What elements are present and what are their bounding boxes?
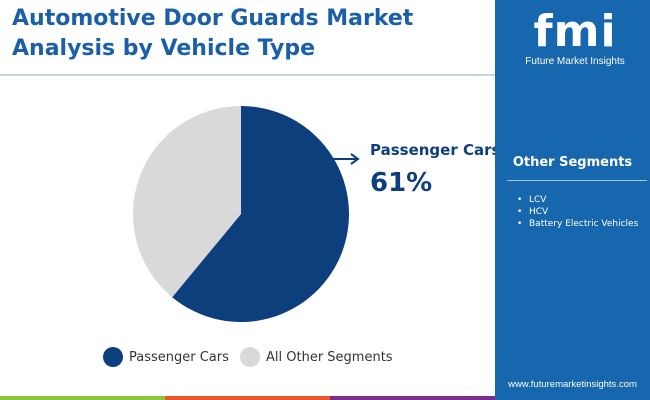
fmi-logo: fmi Future Market Insights [515, 6, 635, 68]
list-item: Battery Electric Vehicles [517, 218, 642, 230]
callout-value: 61% [370, 168, 433, 198]
color-bar-green [0, 396, 165, 400]
legend-item-passenger: Passenger Cars [103, 347, 229, 367]
color-bar-purple [330, 396, 495, 400]
legend-swatch [103, 347, 123, 367]
segment-list: LCV HCV Battery Electric Vehicles [517, 194, 642, 230]
color-bar-orange [165, 396, 330, 400]
page-title: Automotive Door Guards Market Analysis b… [12, 6, 414, 61]
list-item: HCV [517, 206, 642, 218]
other-segments-title: Other Segments [512, 155, 633, 170]
legend-label: Passenger Cars [129, 349, 229, 365]
legend-label: All Other Segments [266, 349, 393, 365]
legend-item-other: All Other Segments [240, 347, 393, 367]
logo-mark: fmi [533, 6, 617, 57]
sidebar: fmi Future Market Insights Other Segment… [495, 0, 650, 400]
logo-text: Future Market Insights [525, 56, 625, 67]
callout-arrow-icon [333, 153, 360, 165]
pie-chart [133, 106, 360, 322]
divider [0, 74, 495, 76]
legend-swatch [240, 347, 260, 367]
website-link[interactable]: www.futuremarketinsights.com [508, 379, 637, 390]
callout: Passenger Cars 61% [370, 140, 500, 198]
pie-slice-all-other-segments [133, 106, 241, 298]
callout-label: Passenger Cars [370, 141, 501, 159]
pie-slice-passenger-cars [172, 106, 350, 322]
divider [507, 180, 647, 181]
list-item: LCV [517, 194, 642, 206]
